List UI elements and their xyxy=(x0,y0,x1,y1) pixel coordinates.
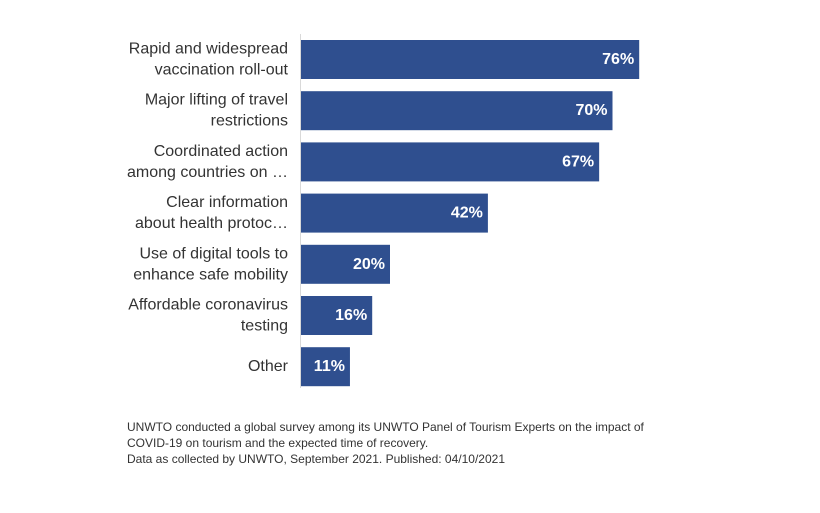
category-label: Affordable coronavirus testing xyxy=(128,297,288,335)
bar xyxy=(301,142,600,182)
category-label: Rapid and widespread vaccination roll-out xyxy=(129,41,289,79)
bar-value-label: 42% xyxy=(451,205,483,222)
category-label: Other xyxy=(248,358,289,375)
bar-value-label: 76% xyxy=(602,51,634,68)
bar-value-label: 16% xyxy=(335,307,367,324)
category-label-line: testing xyxy=(241,318,288,335)
bars-group xyxy=(301,40,640,387)
category-label-line: about health protoc… xyxy=(135,215,288,232)
bar xyxy=(301,193,488,233)
bar xyxy=(301,347,350,387)
category-label-line: among countries on … xyxy=(127,164,288,181)
category-label-line: Use of digital tools to xyxy=(139,245,288,262)
category-label: Use of digital tools to enhance safe mobi… xyxy=(133,245,288,283)
footnote-source-text: Data as collected by UNWTO, September 20… xyxy=(127,452,505,466)
category-label-line: Major lifting of travel xyxy=(145,92,288,109)
bar xyxy=(301,244,390,284)
bar-value-label: 11% xyxy=(314,358,345,375)
value-labels-group: 76% 70% 67% 42% 20% 16% 11% xyxy=(314,51,634,375)
category-labels-group: Rapid and widespread vaccination roll-out… xyxy=(127,41,289,376)
bar-value-label: 70% xyxy=(575,102,607,119)
bar xyxy=(301,40,640,79)
category-label: Major lifting of travel restrictions xyxy=(145,92,288,130)
category-label: Coordinated action among countries on … xyxy=(127,143,288,181)
footnote-survey-text: UNWTO conducted a global survey among it… xyxy=(127,420,644,450)
category-label-line: Other xyxy=(248,358,289,375)
category-label: Clear information about health protoc… xyxy=(135,194,288,232)
category-label-line: Coordinated action xyxy=(154,143,288,160)
chart-footnote: UNWTO conducted a global survey among it… xyxy=(127,419,687,467)
category-label-line: Clear information xyxy=(166,194,288,211)
category-label-line: Rapid and widespread xyxy=(129,41,288,58)
bar xyxy=(301,296,373,335)
category-label-line: restrictions xyxy=(211,113,288,130)
bar-value-label: 67% xyxy=(562,153,594,170)
category-label-line: vaccination roll-out xyxy=(155,62,289,79)
bar-value-label: 20% xyxy=(353,256,385,273)
bar-chart: Rapid and widespread vaccination roll-out… xyxy=(127,34,640,388)
category-label-line: Affordable coronavirus xyxy=(128,297,288,314)
bar xyxy=(301,91,613,131)
category-label-line: enhance safe mobility xyxy=(133,266,288,283)
